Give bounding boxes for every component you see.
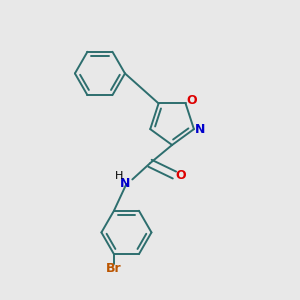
Text: Br: Br — [106, 262, 122, 275]
Text: O: O — [187, 94, 197, 107]
Text: N: N — [120, 177, 130, 190]
Text: O: O — [176, 169, 186, 182]
Text: H: H — [115, 172, 123, 182]
Text: N: N — [195, 123, 206, 136]
